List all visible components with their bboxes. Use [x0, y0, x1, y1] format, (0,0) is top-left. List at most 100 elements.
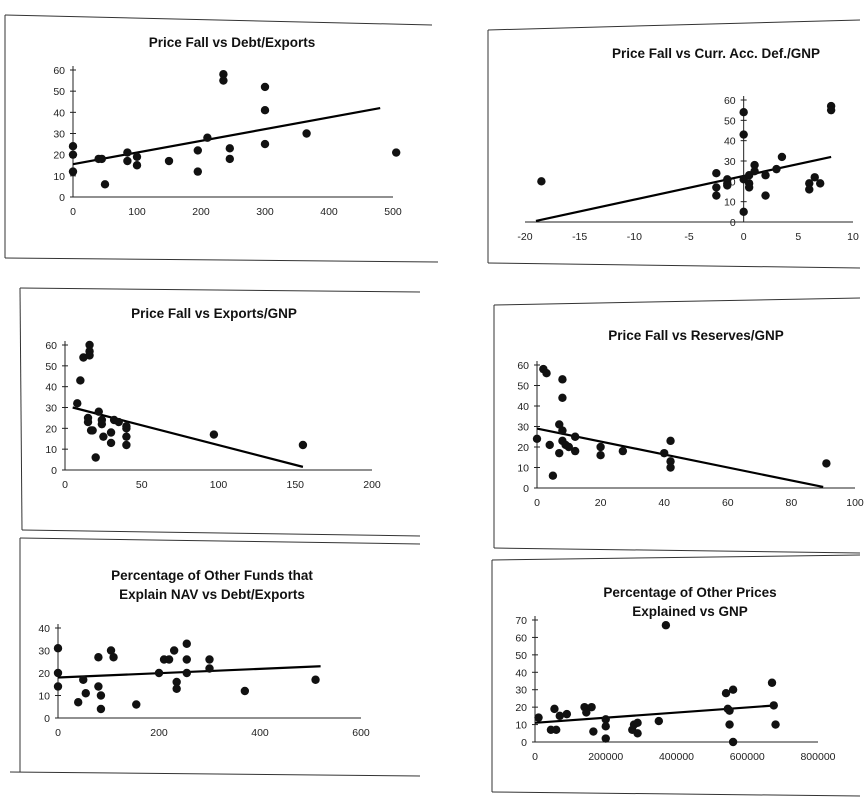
- data-point: [555, 711, 564, 721]
- data-point: [555, 448, 564, 458]
- x-tick-label: 400000: [659, 751, 694, 763]
- y-tick-label: 60: [53, 65, 65, 77]
- data-point: [558, 375, 567, 384]
- x-tick-label: 600: [352, 727, 370, 739]
- data-point: [114, 417, 123, 427]
- data-point: [94, 407, 103, 416]
- x-tick-label: 0: [532, 751, 538, 763]
- x-tick-label: 40: [658, 497, 670, 509]
- data-point: [654, 716, 664, 726]
- data-point: [769, 701, 778, 710]
- data-point: [750, 160, 759, 170]
- data-point: [542, 369, 551, 378]
- x-tick-label: -15: [572, 231, 587, 243]
- data-point: [219, 70, 228, 79]
- data-point: [298, 440, 308, 450]
- y-tick-label: 0: [730, 217, 736, 229]
- data-point: [81, 689, 90, 698]
- y-tick-label: 30: [517, 422, 529, 434]
- data-point: [85, 351, 94, 360]
- panel-border-line: [19, 537, 421, 545]
- x-tick-label: 5: [795, 231, 801, 243]
- y-tick-label: 40: [515, 667, 527, 679]
- data-point: [666, 463, 675, 472]
- data-point: [94, 653, 103, 662]
- y-tick-label: 20: [38, 668, 50, 680]
- chart-panel-4: Price Fall vs Reserves/GNP 0 10 20 30 40 50 60 0…: [493, 297, 864, 554]
- data-point: [570, 432, 580, 441]
- data-point: [85, 340, 94, 350]
- x-tick-label: -5: [684, 231, 693, 243]
- data-point: [225, 144, 234, 153]
- chart-title: Percentage of Other Prices: [603, 585, 776, 600]
- data-point: [660, 448, 669, 458]
- data-point: [822, 459, 831, 468]
- data-point: [193, 146, 202, 155]
- x-tick-label: 400: [320, 206, 338, 218]
- data-point: [582, 708, 591, 717]
- data-point: [311, 675, 320, 684]
- data-point: [96, 704, 106, 714]
- panel-border-line: [4, 14, 433, 26]
- data-point: [172, 684, 181, 693]
- data-point: [205, 664, 214, 673]
- data-point: [564, 442, 573, 452]
- data-point: [550, 704, 559, 714]
- chart-panel-6: Percentage of Other Prices Explained vs G…: [491, 554, 861, 797]
- chart-title: Price Fall vs Reserves/GNP: [608, 328, 784, 343]
- data-point: [666, 436, 675, 446]
- x-tick-label: 400: [251, 727, 269, 739]
- data-point: [558, 426, 567, 435]
- trend-line: [535, 155, 832, 223]
- data-point: [260, 106, 270, 115]
- data-point: [68, 142, 78, 151]
- data-point: [596, 451, 605, 460]
- data-point: [739, 130, 748, 139]
- chart-panel-2: Price Fall vs Curr. Acc. Def./GNP0102030…: [487, 19, 861, 269]
- x-tick-label: -20: [517, 231, 532, 243]
- chart-title: Explained vs GNP: [632, 604, 748, 619]
- data-point: [587, 702, 596, 712]
- data-point: [193, 167, 202, 176]
- y-tick-label: 60: [515, 632, 527, 644]
- data-point: [810, 173, 819, 182]
- x-tick-label: 10: [847, 231, 859, 243]
- data-point: [79, 675, 88, 684]
- y-tick-label: 50: [517, 381, 529, 393]
- data-point: [805, 185, 814, 194]
- data-point: [172, 677, 181, 687]
- data-point: [570, 446, 580, 456]
- x-tick-label: 200: [363, 479, 381, 491]
- data-point: [761, 171, 770, 180]
- y-tick-label: 0: [59, 192, 65, 204]
- panel-border-line: [19, 287, 421, 293]
- data-point: [545, 440, 554, 450]
- y-tick-label: 10: [517, 463, 529, 475]
- panel-border-line: [491, 554, 861, 561]
- data-point: [661, 621, 671, 630]
- x-tick-label: 200: [192, 206, 210, 218]
- data-point: [94, 682, 103, 691]
- y-tick-label: 0: [51, 465, 57, 477]
- chart-title: Price Fall vs Exports/GNP: [131, 306, 297, 321]
- data-point: [205, 655, 214, 664]
- y-tick-label: 20: [45, 423, 57, 435]
- data-point: [122, 432, 131, 441]
- x-tick-label: 100: [846, 497, 864, 509]
- y-tick-label: 40: [38, 623, 50, 635]
- chart-title: Explain NAV vs Debt/Exports: [119, 587, 305, 602]
- data-point: [83, 417, 93, 427]
- data-point: [302, 129, 311, 138]
- y-tick-label: 30: [515, 685, 527, 697]
- data-point: [122, 424, 131, 433]
- data-point: [164, 655, 174, 664]
- data-point: [562, 709, 572, 719]
- data-point: [68, 167, 78, 176]
- data-point: [712, 183, 721, 192]
- data-point: [240, 686, 250, 696]
- data-point: [122, 440, 131, 450]
- data-point: [73, 399, 82, 408]
- data-point: [76, 376, 85, 385]
- data-point: [97, 419, 107, 429]
